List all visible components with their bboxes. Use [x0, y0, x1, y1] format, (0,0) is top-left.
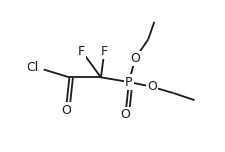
Text: O: O [120, 108, 130, 121]
Text: Cl: Cl [26, 61, 39, 74]
Text: P: P [125, 76, 132, 88]
Text: O: O [130, 52, 140, 65]
Text: F: F [78, 45, 85, 57]
Text: O: O [61, 104, 70, 117]
Text: F: F [100, 45, 108, 57]
Text: O: O [146, 80, 156, 93]
